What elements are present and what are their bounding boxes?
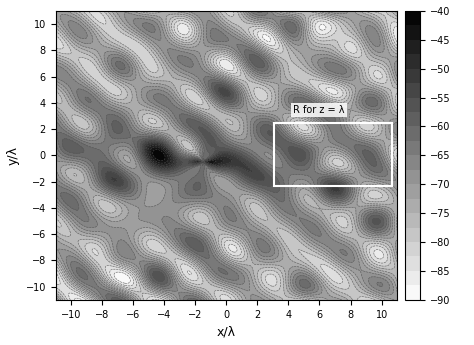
Y-axis label: y/λ: y/λ [7, 146, 20, 165]
Text: R for z = λ: R for z = λ [293, 105, 345, 115]
X-axis label: x/λ: x/λ [217, 325, 236, 338]
Bar [274, 122, 392, 186]
